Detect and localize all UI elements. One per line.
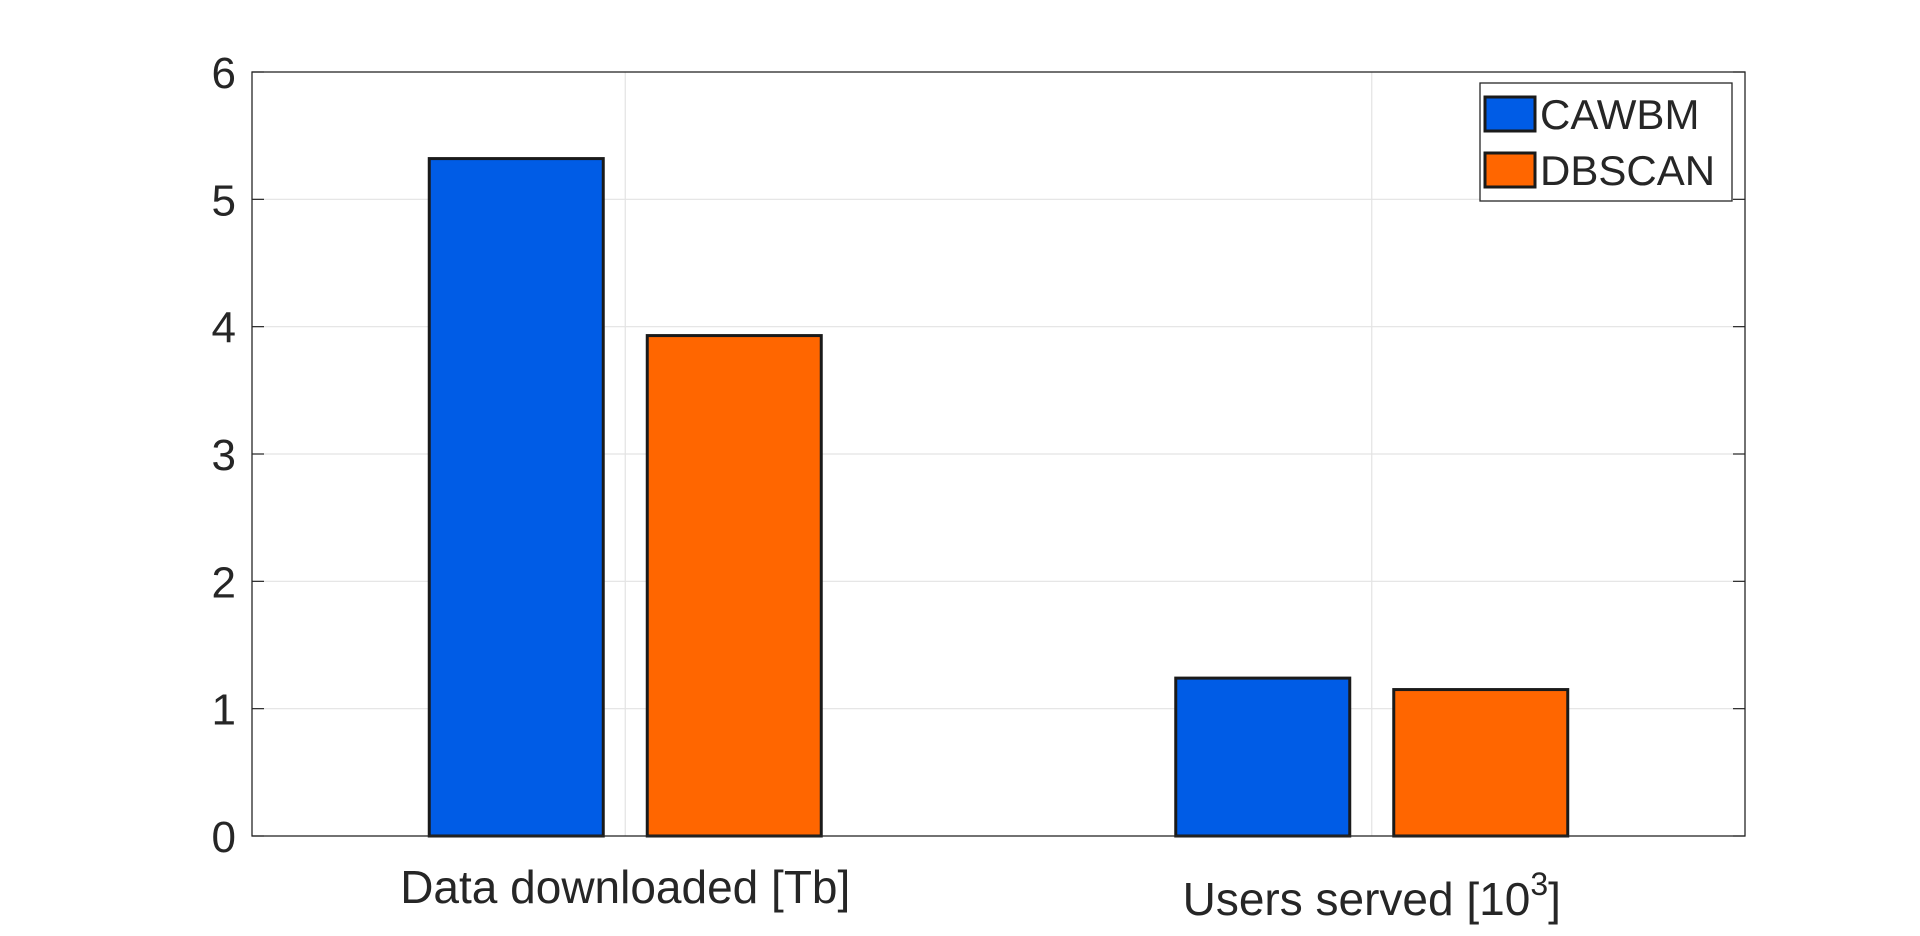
bar-cawbm-1: [427, 157, 605, 838]
y-tick-label: 6: [212, 49, 236, 98]
y-axis-ticks: 0 1 2 3 4 5 6: [212, 49, 1745, 862]
x-axis-category-labels: Data downloaded [Tb] Users served [103]: [400, 861, 1561, 925]
legend-swatch-cawbm: [1483, 95, 1537, 133]
legend-label-dbscan: DBSCAN: [1540, 147, 1715, 194]
bars: [427, 157, 1570, 838]
x-category-label: Users served [103]: [1183, 866, 1561, 925]
bar-dbscan-2: [1392, 688, 1570, 838]
legend-label-cawbm: CAWBM: [1540, 91, 1699, 138]
x-category-label: Data downloaded [Tb]: [400, 861, 850, 913]
y-tick-label: 2: [212, 558, 236, 607]
bar-cawbm-2: [1174, 676, 1352, 838]
y-tick-label: 5: [212, 176, 236, 225]
y-tick-label: 3: [212, 431, 236, 480]
bar-dbscan-1: [645, 334, 823, 838]
y-tick-label: 1: [212, 686, 236, 735]
y-tick-label: 0: [212, 813, 236, 862]
legend: CAWBM DBSCAN: [1479, 82, 1733, 202]
legend-swatch-dbscan: [1483, 151, 1537, 189]
y-tick-label: 4: [212, 304, 236, 353]
